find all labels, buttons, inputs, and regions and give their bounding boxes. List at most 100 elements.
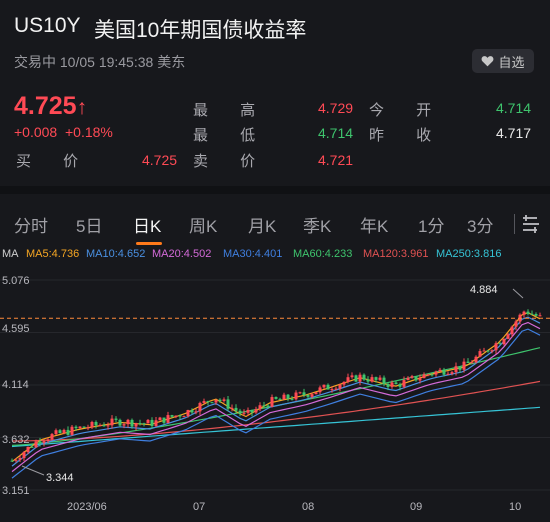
candle-body: [106, 425, 110, 427]
candle-body: [442, 369, 446, 375]
candle-body: [290, 398, 294, 400]
candle-body: [322, 384, 326, 388]
candle-body: [498, 343, 502, 345]
ma5-value: MA5:4.736: [26, 248, 80, 260]
tab-5day[interactable]: 5日: [76, 217, 103, 236]
candle-body: [102, 425, 106, 427]
max-marker-line: [512, 288, 524, 299]
candle-body: [186, 410, 190, 417]
high-value: 4.729: [318, 100, 354, 116]
chart-grid: [0, 279, 550, 491]
candle-body: [214, 399, 218, 403]
candle-body: [470, 362, 474, 364]
tab-intraday[interactable]: 分时: [14, 217, 48, 236]
candle-body: [158, 417, 162, 421]
x-tick-label: 09: [410, 501, 422, 513]
section-divider: [0, 186, 550, 194]
kline-chart[interactable]: 5.076 4.595 4.114 3.632 3.151 2023/06 07…: [0, 264, 550, 522]
candle-body: [50, 434, 54, 440]
candle-body: [74, 426, 78, 429]
ma-label: MA: [2, 248, 19, 260]
trading-status: 交易中 10/05 19:45:38 美东: [14, 54, 186, 70]
candle-body: [274, 397, 278, 399]
ma-line: [12, 380, 541, 442]
candle-body: [506, 334, 510, 339]
candle-body: [530, 313, 534, 315]
candle-body: [66, 429, 70, 435]
candle-body: [422, 374, 426, 379]
candle-body: [94, 421, 98, 426]
active-tab-indicator: [136, 242, 162, 245]
candle-body: [182, 416, 186, 418]
candle-body: [78, 426, 82, 429]
change-value: +0.008: [14, 124, 58, 140]
x-tick-label: 10: [509, 501, 521, 513]
candle-body: [370, 377, 374, 382]
candle-body: [202, 401, 206, 403]
bid-value: 4.725: [142, 152, 178, 168]
candle-body: [82, 426, 86, 428]
candle-body: [490, 350, 494, 352]
tab-3min[interactable]: 3分: [467, 217, 494, 236]
candle-body: [130, 419, 134, 427]
candle-body: [350, 375, 354, 378]
ma60-value: MA60:4.233: [293, 248, 353, 260]
ask-label: 卖 价: [193, 153, 270, 170]
candle-body: [510, 326, 514, 335]
candle-body: [486, 350, 490, 352]
tab-yearly-k[interactable]: 年K: [360, 217, 389, 236]
candle-body: [538, 315, 542, 317]
ma20-value: MA20:4.502: [152, 248, 212, 260]
candle-body: [246, 409, 250, 413]
ma250-value: MA250:3.816: [436, 248, 502, 260]
candle-body: [478, 351, 482, 357]
tab-quarterly-k[interactable]: 季K: [303, 217, 332, 236]
candle-body: [434, 371, 438, 375]
candle-body: [278, 398, 282, 400]
heart-icon: [482, 56, 494, 67]
max-price-label: 4.884: [470, 284, 498, 296]
candle-body: [458, 366, 462, 370]
candle-body: [318, 387, 322, 393]
candle-body: [354, 375, 358, 382]
add-watchlist-button[interactable]: 自选: [472, 49, 534, 73]
y-tick-label: 3.632: [2, 434, 30, 446]
candle-body: [386, 384, 390, 387]
candle-body: [194, 411, 198, 413]
candle-body: [482, 350, 486, 352]
candle-body: [534, 314, 538, 316]
candle-body: [22, 452, 26, 459]
candle-body: [426, 374, 430, 376]
candle-body: [34, 441, 38, 448]
candle-body: [170, 415, 174, 417]
menu-icon[interactable]: [521, 214, 541, 234]
candle-body: [418, 378, 422, 381]
ma30-value: MA30:4.401: [223, 248, 283, 260]
candle-body: [14, 459, 18, 461]
tab-weekly-k[interactable]: 周K: [189, 217, 218, 236]
up-arrow-icon: ↑: [76, 96, 88, 119]
ma120-value: MA120:3.961: [363, 248, 429, 260]
candle-body: [118, 419, 122, 426]
candle-body: [238, 410, 242, 414]
tab-1min[interactable]: 1分: [418, 217, 445, 236]
candle-body: [62, 429, 66, 433]
ticker-code: US10Y: [14, 14, 81, 37]
candle-body: [46, 439, 50, 442]
candle-body: [338, 384, 342, 389]
tab-monthly-k[interactable]: 月K: [248, 217, 277, 236]
candle-body: [222, 399, 226, 402]
candle-body: [218, 399, 222, 402]
tab-daily-k[interactable]: 日K: [133, 217, 162, 236]
open-label: 今 开: [369, 102, 446, 119]
candle-body: [462, 361, 466, 370]
candle-body: [178, 415, 182, 417]
ma-line: [11, 328, 541, 479]
candle-body: [526, 311, 530, 314]
candle-body: [98, 425, 102, 427]
candle-body: [230, 407, 234, 409]
candle-body: [286, 394, 290, 399]
candle-body: [190, 410, 194, 413]
high-label: 最 高: [193, 102, 270, 119]
min-price-label: 3.344: [46, 472, 74, 484]
